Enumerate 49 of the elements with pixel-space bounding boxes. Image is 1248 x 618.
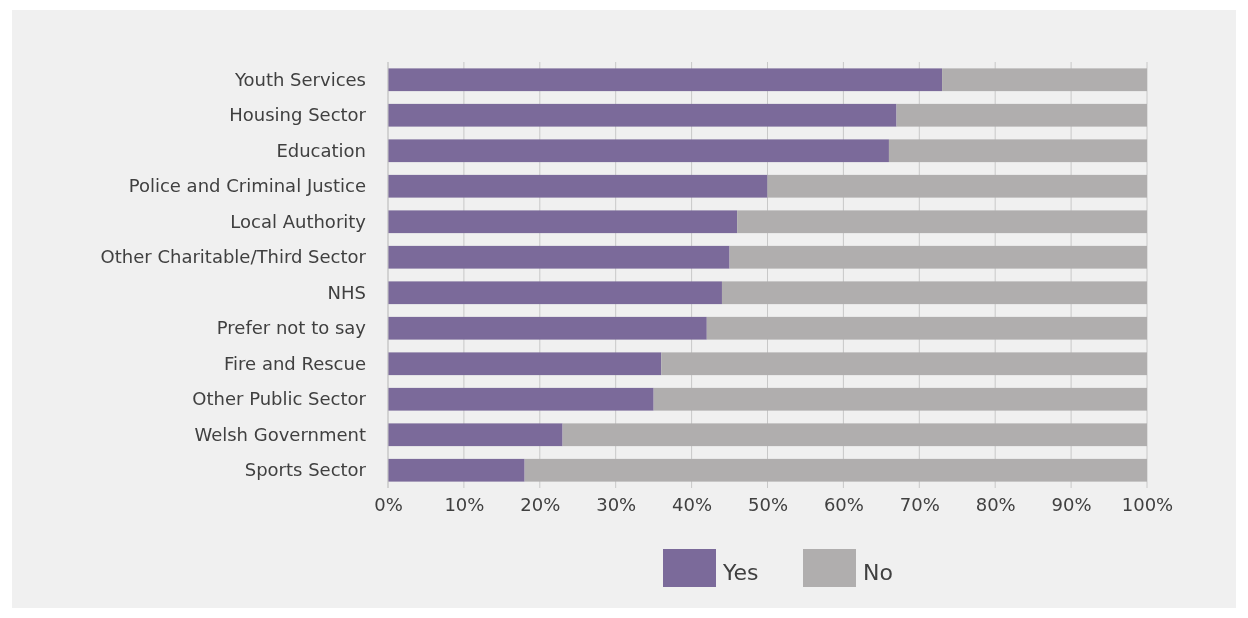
x-tick-label: 10% — [444, 493, 485, 515]
bar — [388, 103, 897, 127]
bar — [706, 316, 1147, 340]
x-tick-label: 60% — [823, 493, 864, 515]
y-tick-label: NHS — [327, 281, 366, 303]
y-tick-label: Police and Criminal Justice — [128, 175, 366, 197]
bar — [942, 68, 1147, 92]
y-tick-label: Housing Sector — [229, 104, 367, 126]
bar — [388, 139, 889, 163]
bar — [388, 352, 662, 376]
bar — [721, 281, 1147, 305]
bar — [653, 387, 1147, 411]
y-tick-label: Fire and Rescue — [224, 352, 366, 374]
y-tick-label: Education — [276, 139, 366, 161]
bar — [388, 423, 563, 447]
y-tick-label: Local Authority — [230, 210, 367, 232]
y-tick-label: Prefer not to say — [216, 317, 367, 339]
x-tick-label: 30% — [596, 493, 637, 515]
legend-label: No — [863, 560, 893, 585]
bar — [562, 423, 1147, 447]
legend-label: Yes — [722, 560, 759, 585]
bar — [388, 387, 654, 411]
bar — [661, 352, 1147, 376]
bar — [888, 139, 1147, 163]
x-tick-label: 50% — [747, 493, 789, 515]
bar — [388, 174, 768, 198]
bar — [737, 210, 1147, 234]
bar — [388, 245, 730, 269]
x-tick-label: 70% — [899, 493, 940, 515]
bar — [388, 281, 722, 305]
y-tick-label: Sports Sector — [244, 459, 367, 481]
bar — [388, 316, 707, 340]
bar — [896, 103, 1147, 127]
x-tick-label: 100% — [1121, 493, 1174, 515]
bar — [729, 245, 1147, 269]
bar — [767, 174, 1147, 198]
bar — [388, 458, 525, 482]
x-tick-label: 40% — [672, 493, 713, 515]
x-tick-label: 80% — [975, 493, 1016, 515]
y-tick-label: Youth Services — [233, 68, 366, 90]
bar — [388, 68, 943, 92]
y-tick-label: Welsh Government — [194, 423, 366, 445]
bar — [388, 210, 738, 234]
y-tick-label: Other Charitable/Third Sector — [100, 246, 367, 268]
bar — [524, 458, 1147, 482]
x-tick-label: 0% — [374, 493, 403, 515]
x-tick-label: 20% — [520, 493, 561, 515]
y-tick-label: Other Public Sector — [192, 388, 367, 410]
x-tick-label: 90% — [1051, 493, 1092, 515]
